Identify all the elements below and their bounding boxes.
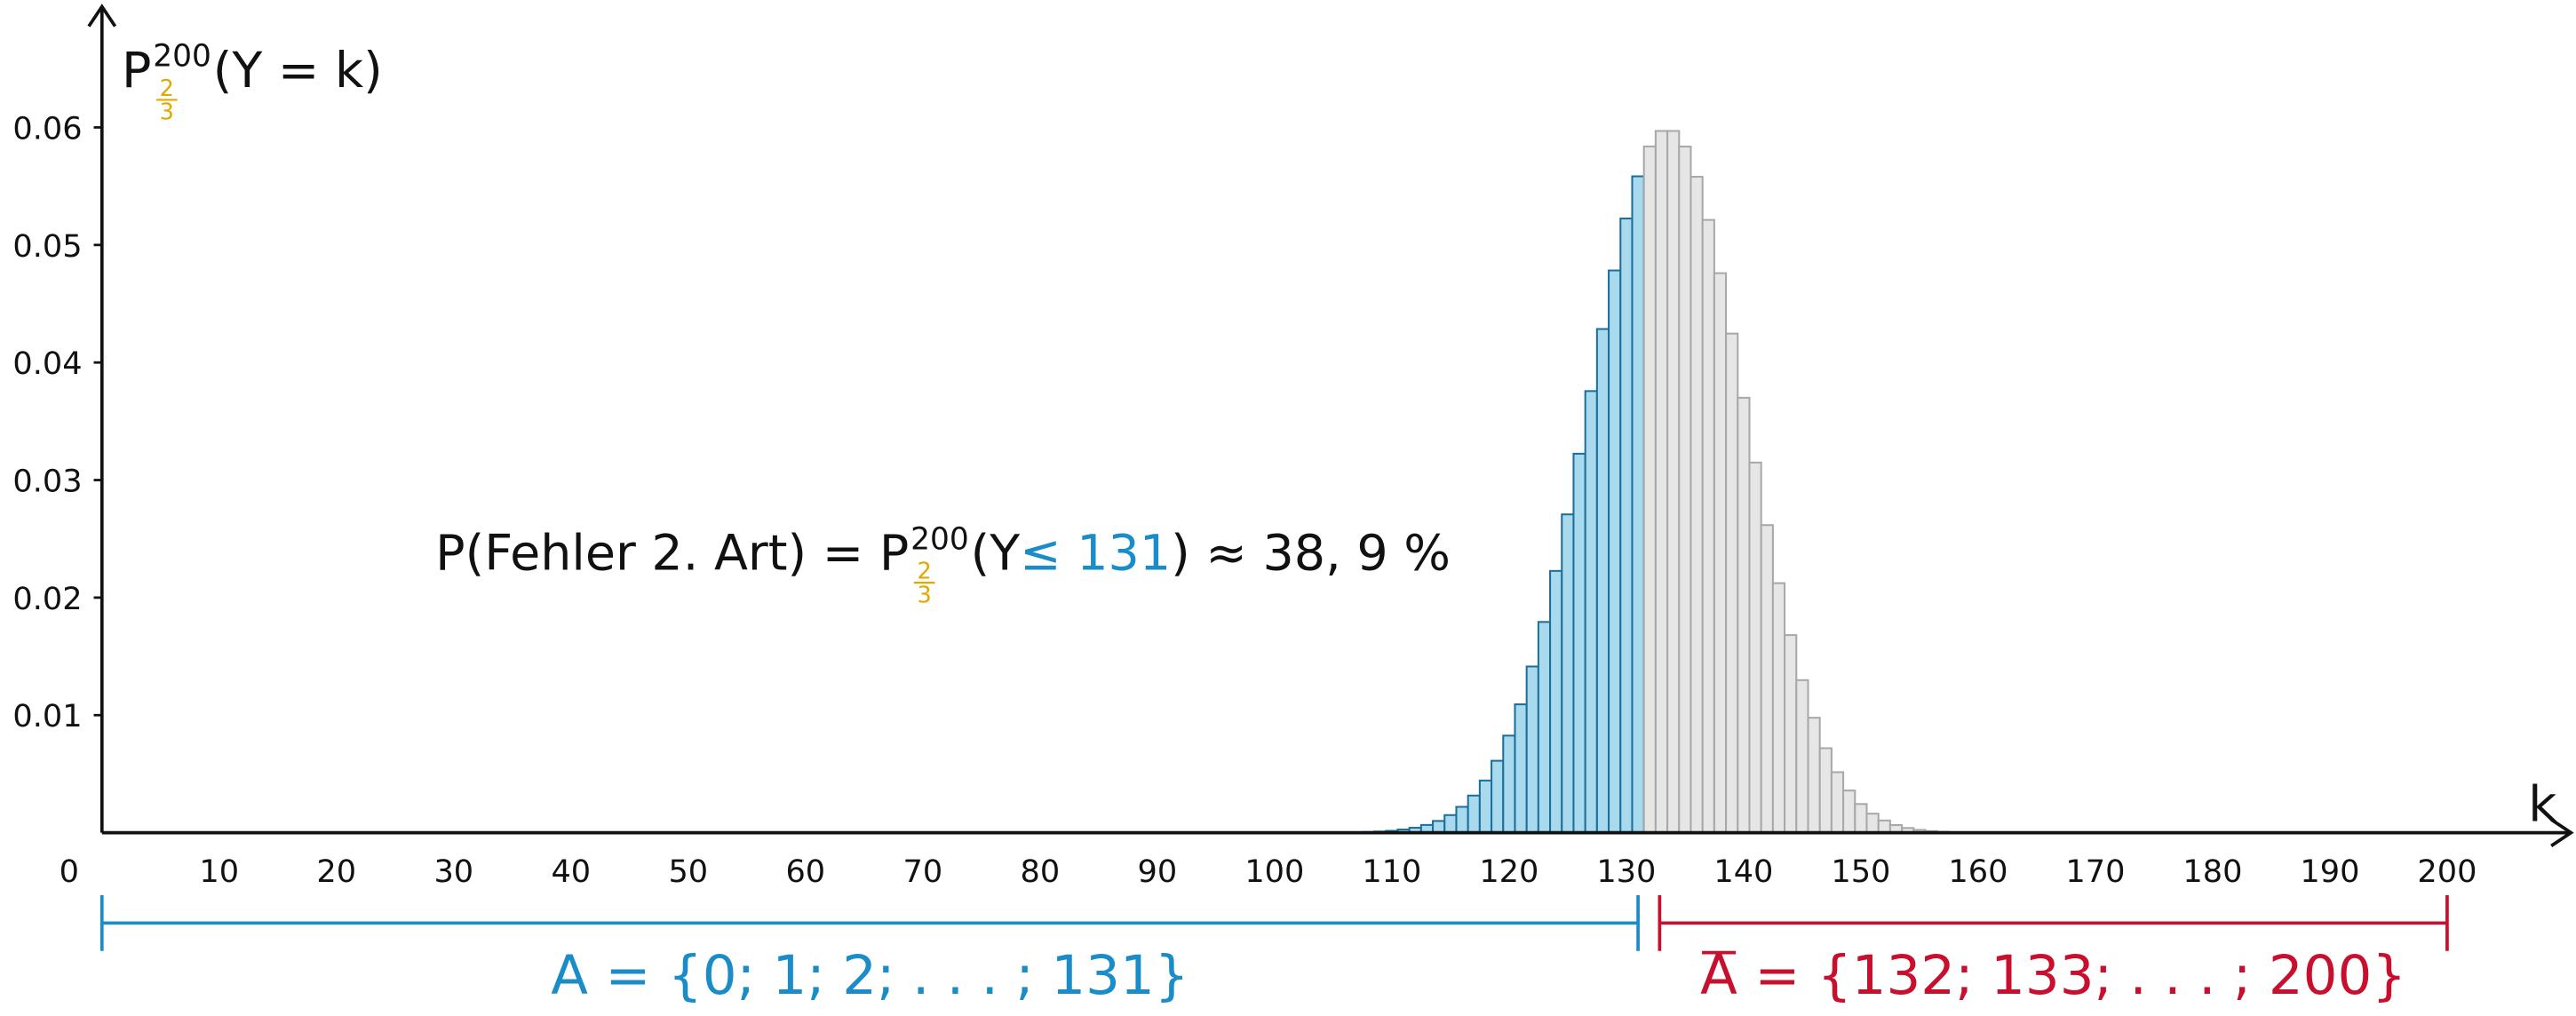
x-tick-label: 200 [2417, 853, 2477, 890]
bar [1642, 145, 1657, 834]
bar [1631, 175, 1645, 834]
region-set: = {132; 133; . . . ; 200} [1737, 944, 2406, 1007]
x-tick-label: 50 [668, 853, 708, 890]
bar [1537, 621, 1552, 834]
fraction-numerator: 2 [160, 75, 174, 102]
bar [1467, 794, 1481, 834]
x-axis-label: k [2528, 777, 2556, 834]
bar [1525, 665, 1539, 834]
y-tick-label: 0.02 [12, 581, 82, 617]
y-tick-label: 0.05 [12, 228, 82, 265]
bar [1877, 819, 1891, 834]
bar [1502, 734, 1516, 834]
bar [1713, 272, 1728, 834]
bar [1690, 176, 1704, 834]
superscript: 200 [910, 521, 969, 557]
y-tick-label: 0.01 [12, 698, 82, 734]
bar [1432, 820, 1446, 834]
x-tick-label: 30 [433, 853, 473, 890]
bar [1865, 813, 1880, 834]
bar [1737, 396, 1751, 834]
region-label: A = {0; 1; 2; . . . ; 131} [551, 944, 1189, 1007]
x-tick-label: 120 [1479, 853, 1538, 890]
bar [1748, 461, 1762, 834]
x-tick-label: 170 [2065, 853, 2125, 890]
x-axis-arrow [2550, 818, 2574, 847]
y-tick-label: 0.06 [12, 110, 82, 147]
bar [1595, 328, 1610, 834]
x-tick-label: 130 [1596, 853, 1656, 890]
bar [1818, 747, 1833, 834]
region-set-name: A [1700, 944, 1737, 1007]
y-axis-label: (Y = k) [213, 43, 383, 99]
x-tick-label: 90 [1137, 853, 1177, 890]
bar [1666, 130, 1681, 834]
bar [1443, 814, 1458, 834]
bar [1795, 679, 1809, 834]
bar [1561, 513, 1575, 834]
bar [1842, 790, 1856, 834]
region-set-name: A [551, 944, 588, 1007]
x-tick-label: 180 [2182, 853, 2242, 890]
y-tick-label: 0.03 [12, 463, 82, 499]
annotation: ) ≈ 38, 9 % [1171, 526, 1451, 583]
fraction-denominator: 3 [918, 582, 932, 608]
region-label: A = {132; 133; . . . ; 200} [1700, 944, 2406, 1007]
y-axis-label: P [122, 43, 151, 99]
x-tick-label: 160 [1948, 853, 2008, 890]
bar [1455, 806, 1469, 834]
x-tick-label: 0 [60, 853, 79, 890]
bar [1807, 717, 1821, 834]
x-tick-label: 190 [2300, 853, 2359, 890]
bar [1514, 703, 1528, 834]
bar [1584, 390, 1598, 834]
superscript: 200 [153, 39, 211, 75]
x-tick-label: 10 [199, 853, 239, 890]
bars [1326, 130, 1985, 834]
bar [1771, 582, 1786, 834]
bar [1854, 803, 1868, 834]
x-tick-label: 70 [902, 853, 942, 890]
x-tick-label: 150 [1831, 853, 1890, 890]
bar [1572, 452, 1586, 834]
bar [1760, 524, 1774, 834]
x-tick-label: 20 [316, 853, 356, 890]
bar [1608, 269, 1622, 834]
bar [1784, 634, 1798, 834]
bar [1654, 130, 1669, 834]
bar [1491, 759, 1505, 834]
fraction-denominator: 3 [160, 99, 174, 126]
bar [1478, 779, 1493, 834]
x-tick-label: 100 [1244, 853, 1304, 890]
annotation: P(Fehler 2. Art) = P [435, 526, 909, 583]
fraction-numerator: 2 [918, 559, 932, 585]
y-axis-arrow [87, 4, 117, 28]
y-tick-label: 0.04 [12, 345, 82, 382]
bar [1725, 332, 1739, 834]
region-set: = {0; 1; 2; . . . ; 131} [588, 944, 1189, 1007]
bar [1549, 569, 1563, 834]
bar [1678, 146, 1692, 834]
x-tick-label: 110 [1362, 853, 1421, 890]
x-tick-label: 60 [785, 853, 825, 890]
bar [1619, 218, 1634, 834]
axes [87, 4, 2574, 847]
x-tick-label: 40 [551, 853, 591, 890]
annotation: (Y [971, 526, 1021, 583]
x-tick-label: 80 [1020, 853, 1060, 890]
annotation-highlight: ≤ 131 [1020, 526, 1171, 583]
bar [1830, 771, 1845, 834]
x-tick-label: 140 [1713, 853, 1773, 890]
bar [1701, 218, 1715, 834]
